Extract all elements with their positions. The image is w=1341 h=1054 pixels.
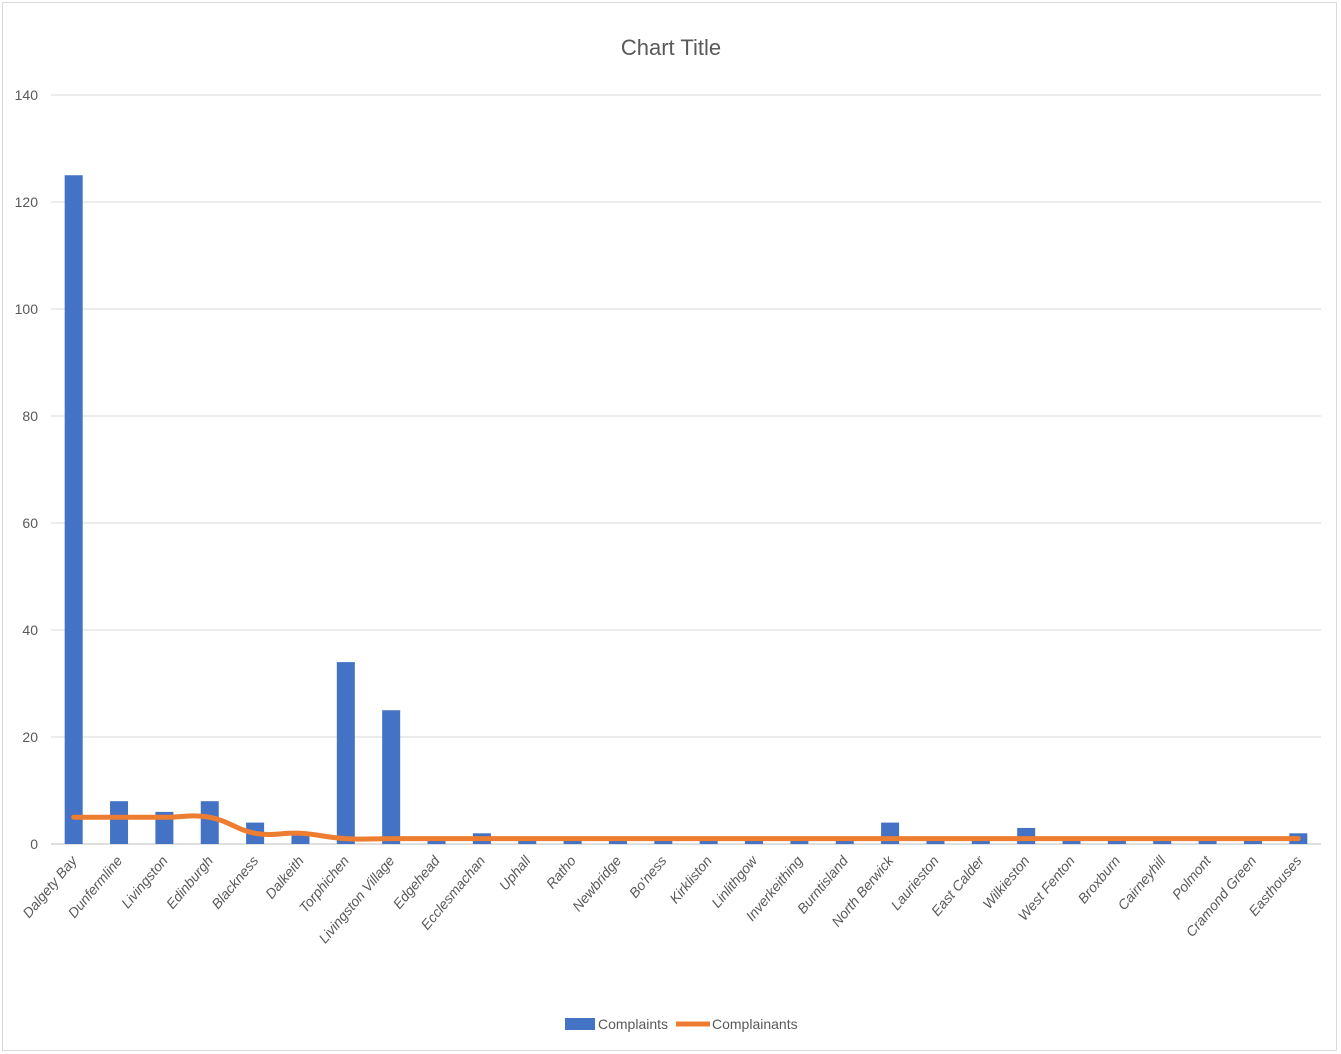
gridlines bbox=[51, 94, 1321, 845]
y-tick-label: 140 bbox=[15, 87, 39, 103]
chart: Chart Title 0 20 40 60 80 100 120 140 Dalgety B… bbox=[15, 35, 1321, 1032]
bar-complaints-16 bbox=[745, 838, 764, 844]
bar-complaints-25 bbox=[1153, 838, 1172, 844]
bar-complaints-11 bbox=[518, 838, 537, 844]
x-axis-labels: Dalgety BayDunfermlineLivingstonEdinburg… bbox=[19, 852, 1304, 947]
chart-title: Chart Title bbox=[621, 35, 721, 60]
y-tick-label: 80 bbox=[22, 408, 38, 424]
bar-complaints-20 bbox=[926, 838, 945, 844]
x-tick-label: Polmont bbox=[1169, 852, 1215, 902]
bar-complaints-13 bbox=[608, 838, 627, 844]
bar-complaints-15 bbox=[699, 838, 718, 844]
bar-complaints-21 bbox=[971, 838, 990, 844]
bar-complaints-1 bbox=[64, 175, 83, 844]
y-tick-label: 0 bbox=[30, 836, 38, 852]
x-tick-label: Ratho bbox=[543, 852, 579, 891]
legend-label-complainants: Complainants bbox=[712, 1016, 798, 1032]
bar-complaints-4 bbox=[200, 801, 219, 844]
x-tick-label: Blackness bbox=[208, 853, 261, 912]
bar-complaints-8 bbox=[382, 710, 401, 844]
bar-complaints-12 bbox=[563, 838, 582, 844]
x-tick-label: Bo'ness bbox=[626, 853, 670, 901]
x-tick-label: Dalkeith bbox=[262, 852, 307, 901]
x-tick-label: Kirkliston bbox=[666, 852, 715, 906]
bar-complaints-7 bbox=[336, 662, 355, 844]
x-tick-label: Edinburgh bbox=[163, 852, 216, 911]
bars-complaints bbox=[64, 175, 1308, 844]
bar-complaints-24 bbox=[1107, 838, 1126, 844]
y-tick-label: 40 bbox=[22, 622, 38, 638]
y-tick-label: 120 bbox=[15, 194, 39, 210]
bar-complaints-18 bbox=[835, 838, 854, 844]
legend: Complaints Complainants bbox=[565, 1016, 798, 1032]
bar-complaints-6 bbox=[291, 833, 310, 844]
bar-complaints-3 bbox=[155, 811, 174, 844]
bar-complaints-23 bbox=[1062, 838, 1081, 844]
complainants-line bbox=[71, 813, 1301, 842]
x-tick-label: Cairneyhill bbox=[1114, 852, 1169, 913]
bar-complaints-27 bbox=[1243, 838, 1262, 844]
bar-complaints-14 bbox=[654, 838, 673, 844]
legend-label-complaints: Complaints bbox=[598, 1016, 668, 1032]
y-tick-label: 100 bbox=[15, 301, 39, 317]
x-tick-label: Broxburn bbox=[1074, 852, 1123, 906]
bar-complaints-26 bbox=[1198, 838, 1217, 844]
legend-swatch-complaints bbox=[565, 1018, 595, 1030]
line-complainants bbox=[71, 813, 1301, 842]
bar-complaints-2 bbox=[110, 801, 129, 844]
bar-complaints-9 bbox=[427, 838, 446, 844]
y-tick-label: 60 bbox=[22, 515, 38, 531]
y-axis-ticks: 0 20 40 60 80 100 120 140 bbox=[15, 87, 39, 852]
bar-complaints-22 bbox=[1017, 827, 1036, 844]
bar-complaints-17 bbox=[790, 838, 809, 844]
y-tick-label: 20 bbox=[22, 729, 38, 745]
x-tick-label: Uphall bbox=[496, 852, 534, 893]
